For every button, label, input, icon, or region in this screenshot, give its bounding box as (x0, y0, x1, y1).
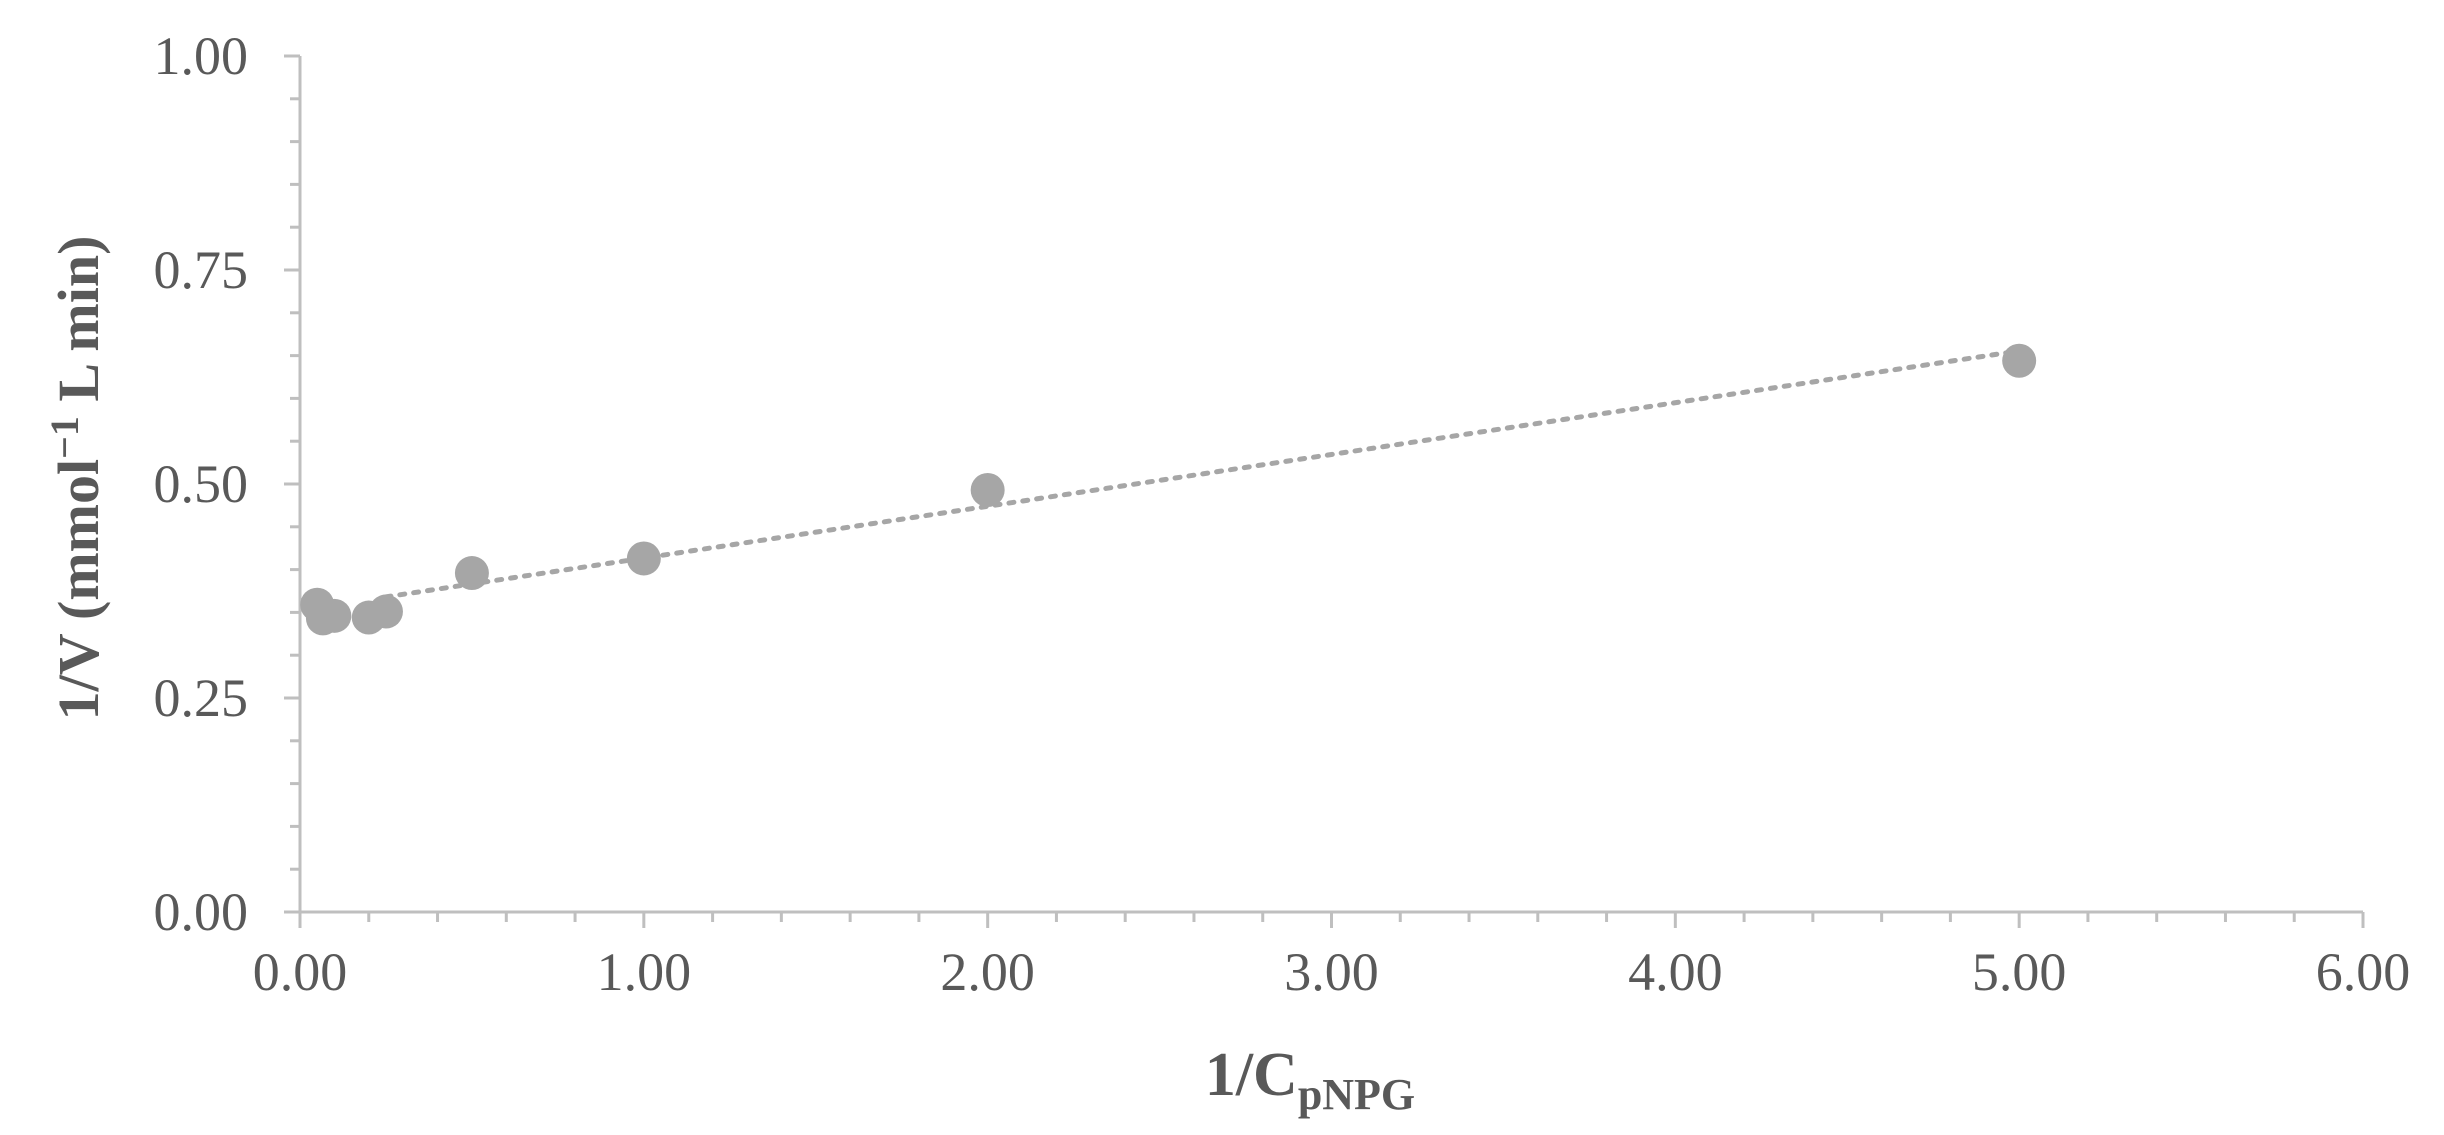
y-axis-ticks: 0.00 0.25 0.50 0.75 1.00 (154, 26, 300, 942)
x-tick-label: 6.00 (2316, 942, 2411, 1002)
data-point (970, 472, 1005, 507)
y-tick-label: 0.00 (154, 882, 249, 942)
y-axis-title-rest: L min) (46, 236, 111, 417)
x-tick-label: 1.00 (597, 942, 692, 1002)
x-axis-title-subscript: pNPG (1298, 1070, 1415, 1119)
x-axis-title: 1/CpNPG (1205, 1041, 1415, 1119)
x-tick-label: 5.00 (1972, 942, 2067, 1002)
data-point (626, 541, 661, 576)
x-tick-label: 4.00 (1628, 942, 1723, 1002)
y-tick-label: 0.50 (154, 454, 249, 514)
data-point (317, 598, 352, 633)
data-point (2002, 343, 2037, 378)
y-tick-label: 0.25 (154, 668, 249, 728)
y-axis-title: 1/V (mmol−1 L min) (42, 236, 111, 721)
x-tick-label: 2.00 (940, 942, 1035, 1002)
x-tick-label: 3.00 (1284, 942, 1379, 1002)
y-tick-label: 1.00 (154, 26, 249, 86)
data-point (454, 556, 489, 591)
x-tick-label: 0.00 (253, 942, 348, 1002)
y-tick-label: 0.75 (154, 240, 249, 300)
x-axis-ticks: 0.00 1.00 2.00 3.00 4.00 5.00 6.00 (253, 912, 2411, 1002)
x-axis-title-main: 1/C (1205, 1041, 1298, 1109)
trendline (383, 348, 2022, 600)
y-axis-title-superscript: −1 (42, 416, 87, 459)
y-axis-title-main: 1/V (mmol (46, 459, 111, 721)
data-point (368, 594, 403, 629)
data-points (300, 343, 2037, 636)
